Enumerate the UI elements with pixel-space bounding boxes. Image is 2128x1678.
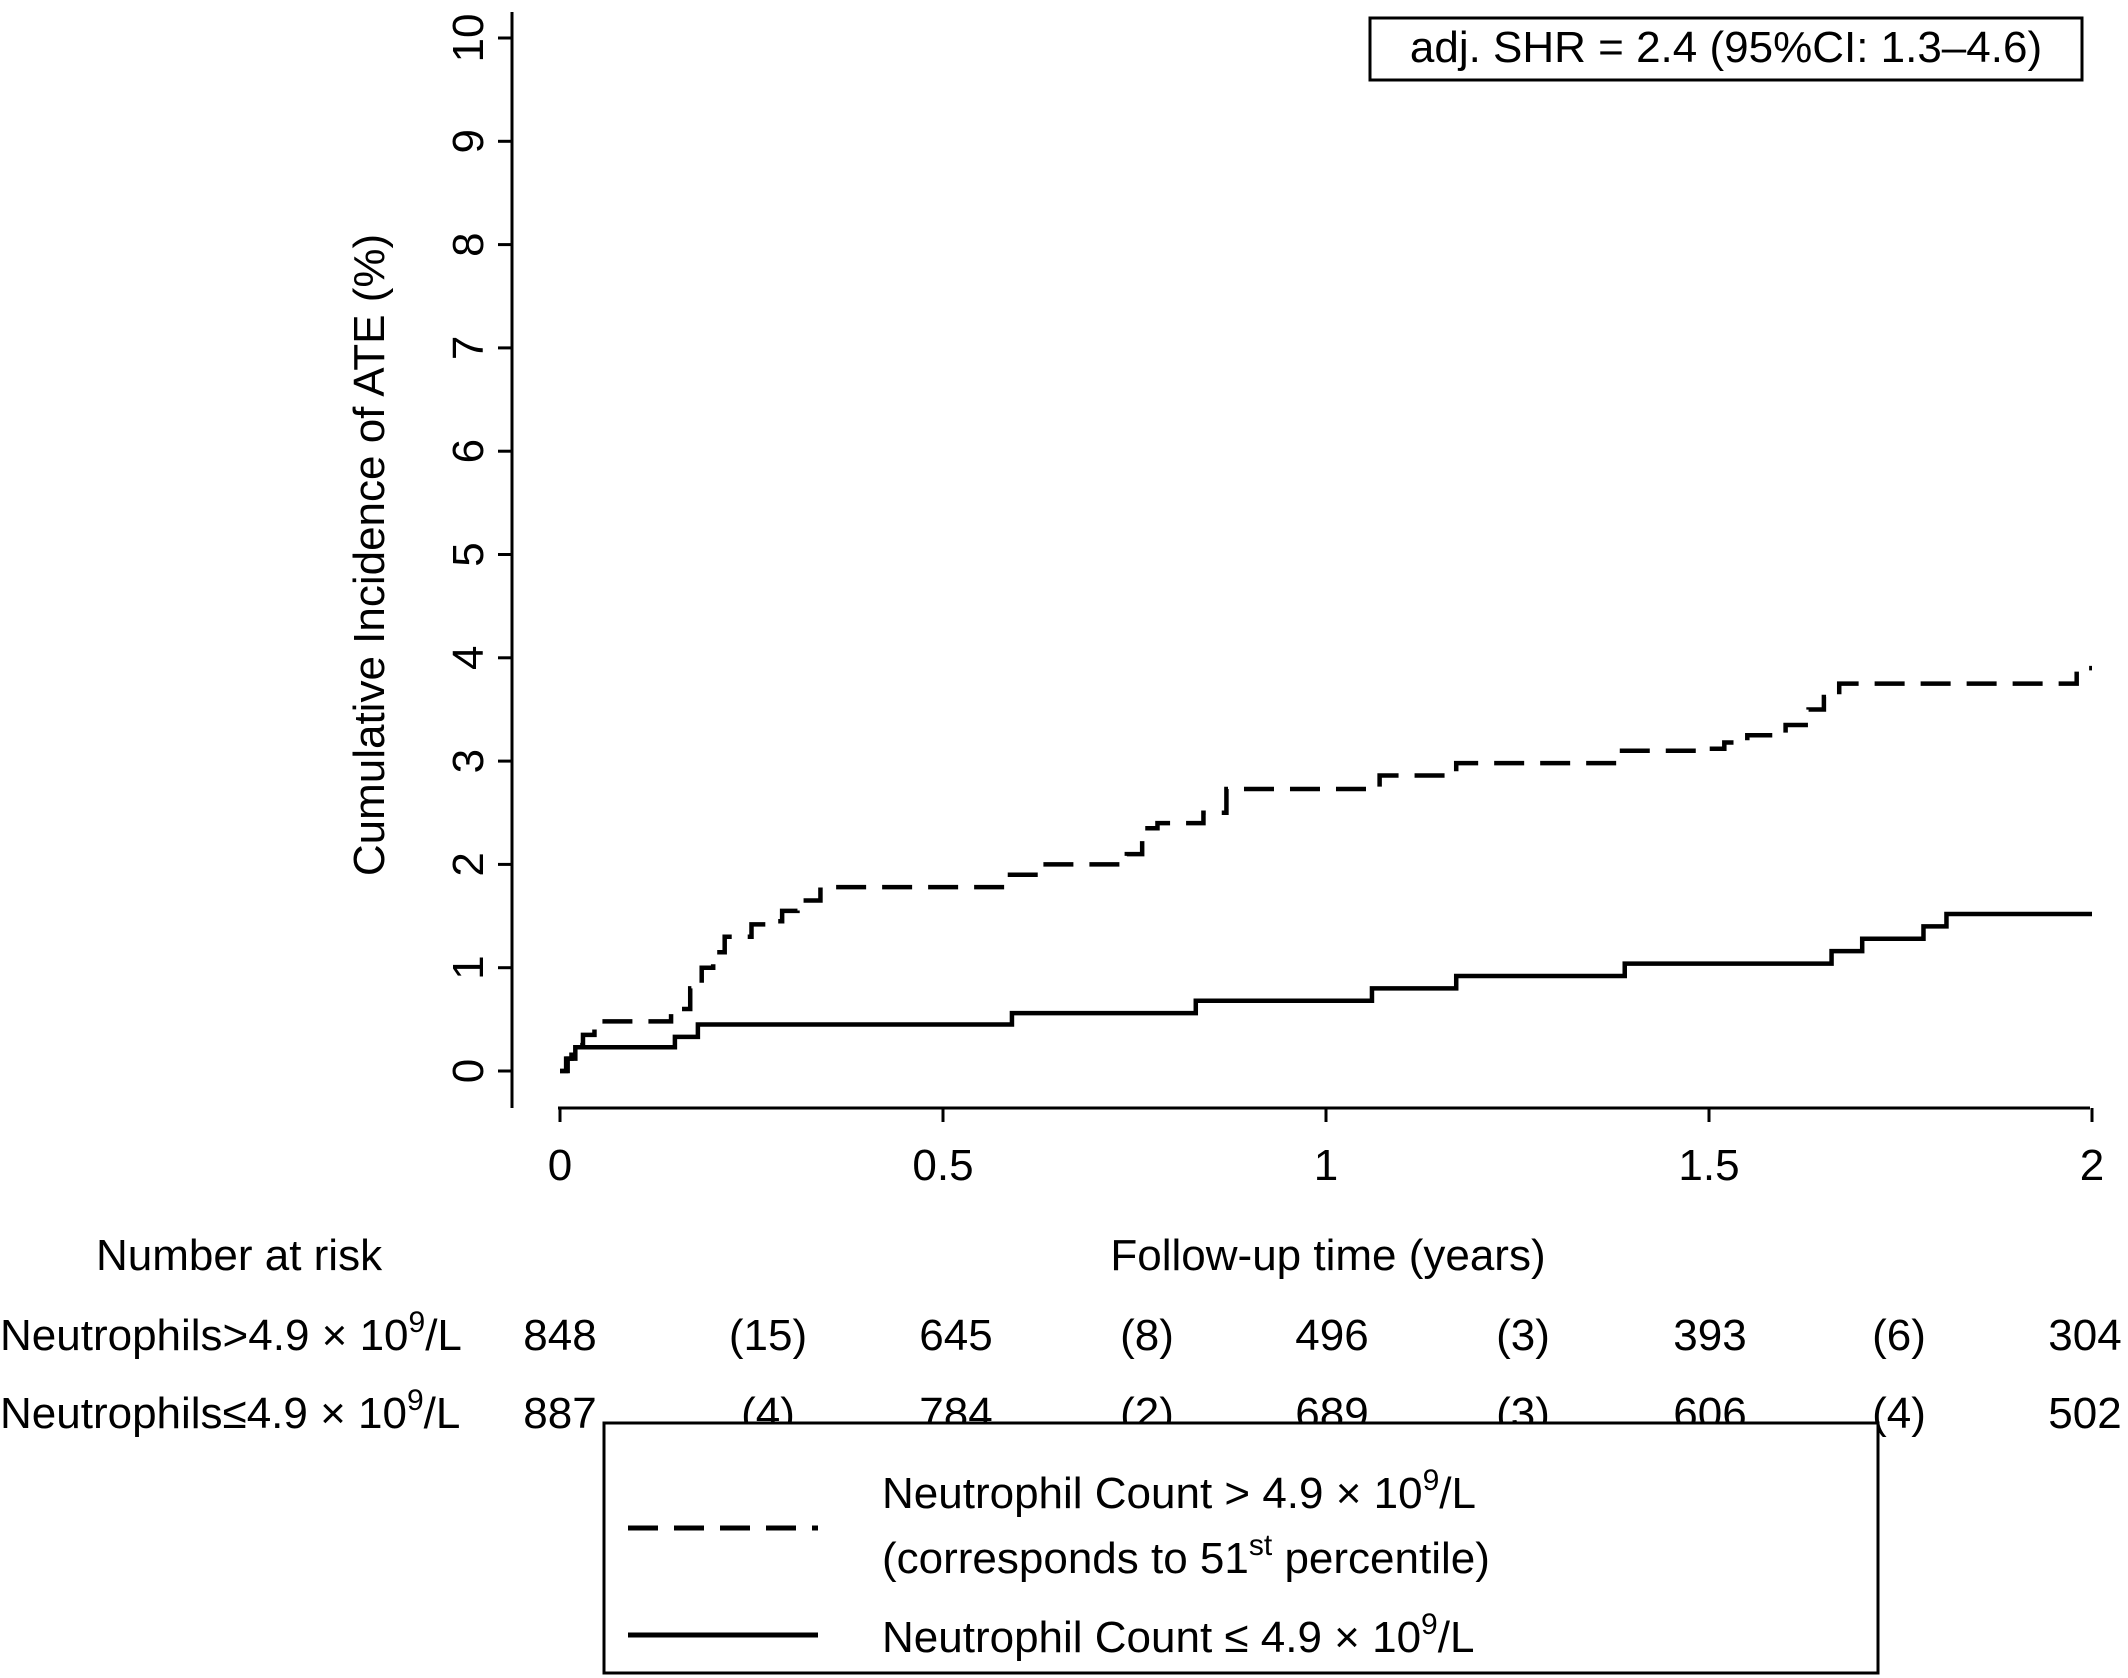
y-tick-label: 8: [444, 232, 493, 256]
annotation-text: adj. SHR = 2.4 (95%CI: 1.3–4.6): [1410, 23, 2042, 72]
series-low-curve: [560, 911, 2092, 1074]
legend-box: [602, 1421, 1880, 1675]
risk-cell: (8): [1120, 1311, 1174, 1360]
x-tick-label: 2: [2080, 1141, 2104, 1190]
y-axis-label: Cumulative Incidence of ATE (%): [345, 234, 394, 876]
risk-cell: 304: [2048, 1311, 2121, 1360]
series-layer: [560, 665, 2092, 1074]
risk-table-title: Number at risk: [96, 1231, 383, 1280]
y-tick-label: 0: [444, 1059, 493, 1083]
risk-cell: 393: [1673, 1311, 1746, 1360]
risk-cell: 848: [523, 1311, 596, 1360]
annotation-box: [1368, 16, 2084, 82]
x-tick-label: 1.5: [1678, 1141, 1739, 1190]
y-tick-label: 2: [444, 852, 493, 876]
y-tick-label: 5: [444, 542, 493, 566]
legend-item-high-line2: (corresponds to 51st percentile): [882, 1529, 1490, 1583]
risk-cell: (3): [1496, 1311, 1550, 1360]
y-tick-label: 1: [444, 955, 493, 979]
risk-cell: 645: [919, 1311, 992, 1360]
legend-item-low-line1: Neutrophil Count ≤ 4.9 × 109/L: [882, 1608, 1474, 1662]
x-axis-ticks: 0 0.5 1 1.5 2: [548, 1108, 2104, 1190]
y-tick-label: 7: [444, 336, 493, 360]
risk-cell: (4): [1872, 1389, 1926, 1438]
y-tick-label: 10: [444, 14, 493, 63]
x-tick-label: 0: [548, 1141, 572, 1190]
series-high-curve: [560, 665, 2092, 1074]
risk-table: Neutrophils>4.9 × 109/L 848 (15) 645 (8) 496 (…: [0, 1306, 2122, 1438]
risk-cell: 887: [523, 1389, 596, 1438]
y-tick-label: 6: [444, 439, 493, 463]
risk-cell: (6): [1872, 1311, 1926, 1360]
y-tick-label: 9: [444, 129, 493, 153]
risk-cell: (15): [729, 1311, 807, 1360]
y-tick-label: 4: [444, 646, 493, 670]
x-tick-label: 1: [1314, 1141, 1338, 1190]
risk-row-label: Neutrophils>4.9 × 109/L: [0, 1306, 462, 1360]
x-axis-label: Follow-up time (years): [1110, 1231, 1545, 1280]
risk-cell: 496: [1295, 1311, 1368, 1360]
x-tick-label: 0.5: [912, 1141, 973, 1190]
y-axis-ticks: 0 1 2 3 4 5 6 7 8 9 10: [444, 14, 512, 1083]
risk-row-label: Neutrophils≤4.9 × 109/L: [0, 1384, 460, 1438]
legend-item-high-line1: Neutrophil Count > 4.9 × 109/L: [882, 1464, 1476, 1518]
y-tick-label: 3: [444, 749, 493, 773]
risk-cell: 502: [2048, 1389, 2121, 1438]
